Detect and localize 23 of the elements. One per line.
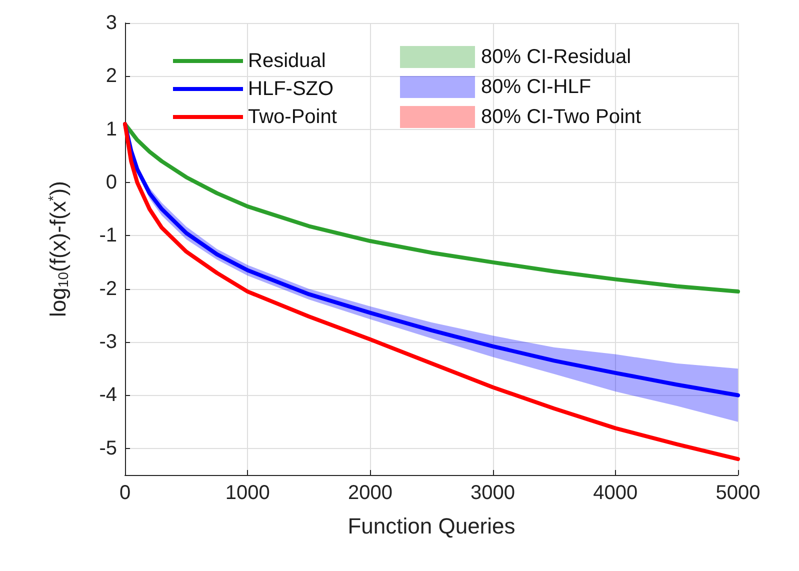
y-tick-label: -2	[99, 278, 117, 300]
y-tick-label: 2	[106, 65, 117, 88]
x-tick-label: 3000	[470, 482, 516, 504]
legend-label: HLF-SZO	[248, 78, 334, 100]
y-tick-label: -5	[99, 437, 117, 460]
y-tick-label: 1	[106, 118, 117, 140]
x-tick-label: 2000	[348, 482, 392, 504]
y-tick-label: 0	[106, 172, 117, 194]
y-tick-label: -4	[99, 384, 117, 406]
annotation: 80% CI-Two Point	[481, 106, 642, 128]
x-tick-label: 1000	[225, 482, 270, 504]
y-tick-label: 3	[106, 12, 117, 34]
y-tick-label: -1	[99, 224, 117, 247]
x-axis-title: Function Queries	[348, 514, 516, 538]
annotation: 80% CI-HLF	[481, 76, 592, 98]
x-tick-label: 4000	[593, 482, 638, 504]
y-axis-title: log10(f(x)-f(x*))	[45, 181, 71, 317]
legend-label: Two-Point	[248, 106, 338, 128]
annotation: 80% CI-Residual	[481, 46, 632, 68]
x-tick-label: 5000	[716, 482, 760, 504]
legend-label: Residual	[248, 50, 326, 72]
y-tick-label: -3	[99, 331, 117, 354]
x-tick-label: 0	[119, 482, 131, 504]
